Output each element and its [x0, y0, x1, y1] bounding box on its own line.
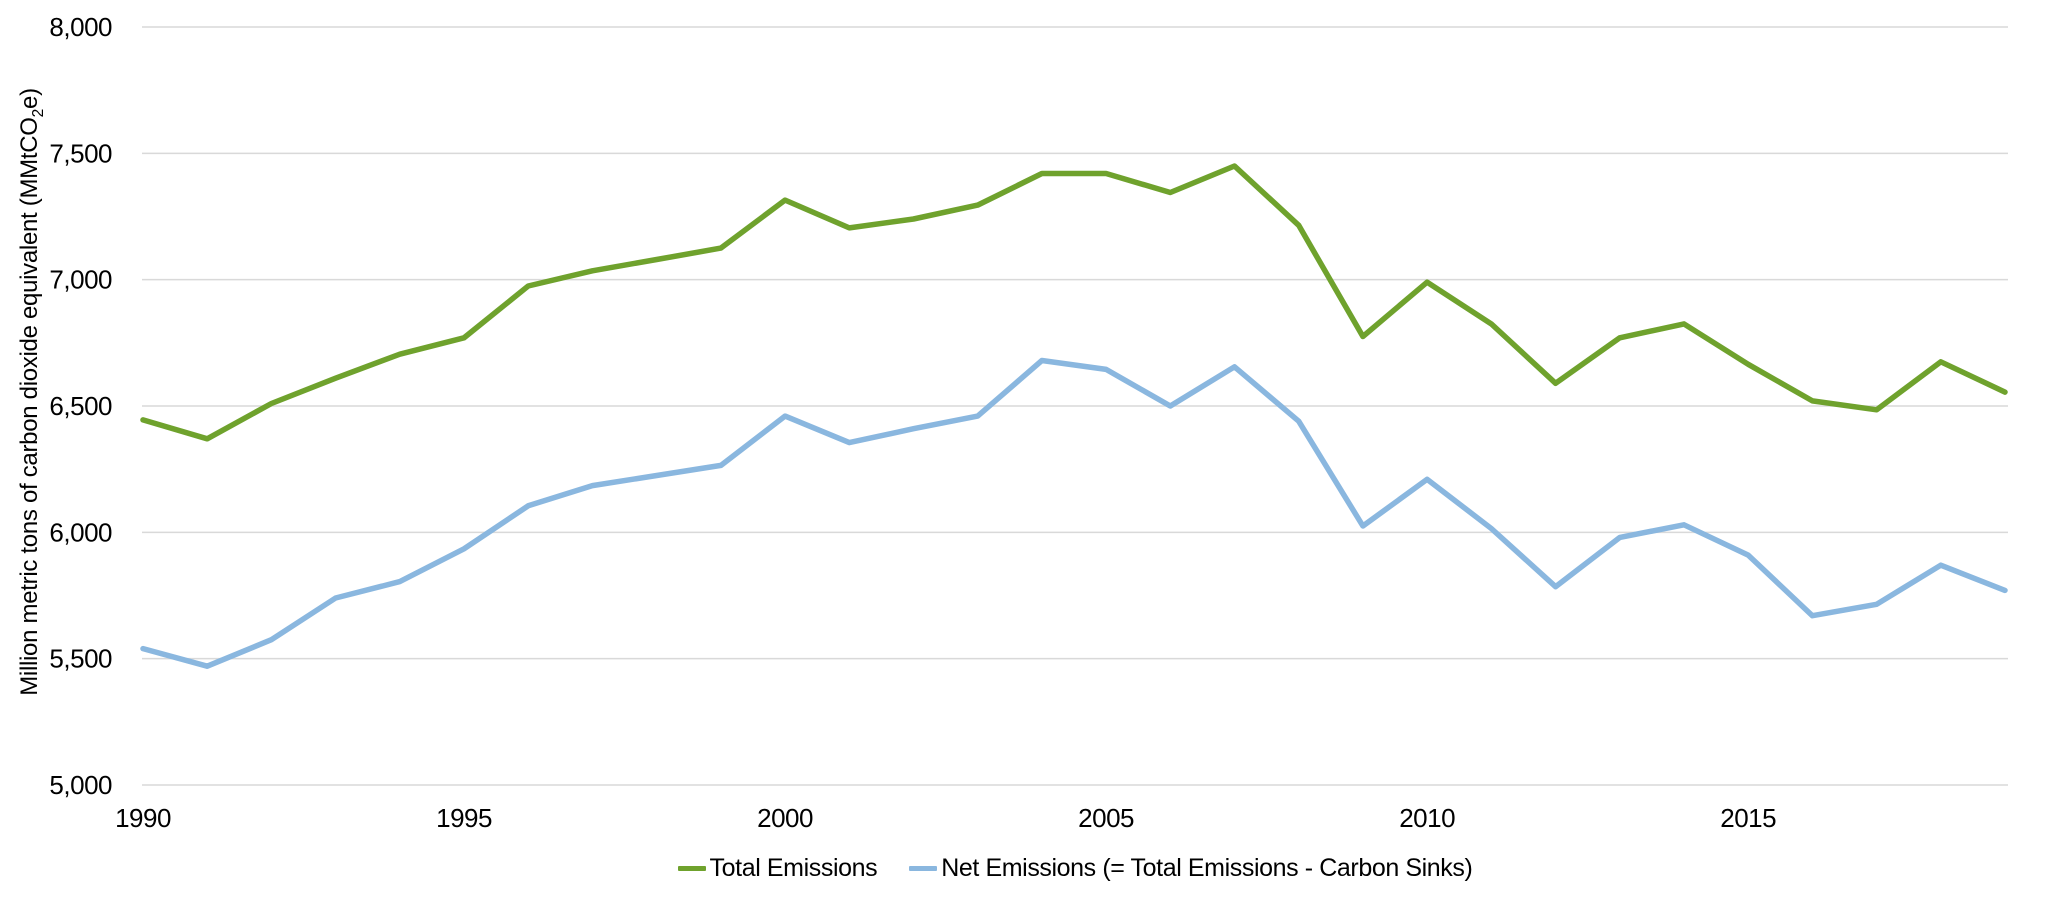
net-emissions-line-swatch [909, 865, 938, 871]
y-tick-label: 6,500 [49, 391, 112, 421]
total-emissions-line-swatch [677, 865, 706, 871]
y-axis-title: Million metric tons of carbon dioxide eq… [16, 32, 50, 752]
x-tick-label: 2005 [1078, 803, 1134, 833]
legend-item-net-emissions: Net Emissions (= Total Emissions - Carbo… [909, 853, 1473, 883]
legend-item-total-emissions: Total Emissions [677, 853, 878, 883]
y-axis-title-subscript: 2 [29, 108, 47, 118]
x-tick-label: 1995 [436, 803, 492, 833]
legend: Total Emissions Net Emissions (= Total E… [142, 852, 2008, 884]
legend-label-net-emissions: Net Emissions (= Total Emissions - Carbo… [941, 853, 1473, 882]
legend-label-total-emissions: Total Emissions [709, 853, 878, 882]
y-tick-label: 5,000 [49, 770, 112, 800]
net-emissions-line [140, 357, 2008, 669]
y-axis-title-text-end: e) [16, 88, 43, 109]
x-tick-label: 2010 [1399, 803, 1455, 833]
y-tick-label: 5,500 [49, 644, 112, 674]
y-tick-label: 6,000 [49, 517, 112, 547]
y-axis-title-text: Million metric tons of carbon dioxide eq… [16, 117, 43, 696]
y-tick-label: 7,000 [49, 265, 112, 295]
total-emissions-line [140, 163, 2008, 442]
y-tick-label: 7,500 [49, 138, 112, 168]
x-tick-label: 1990 [115, 803, 171, 833]
x-tick-label: 2000 [757, 803, 813, 833]
x-tick-label: 2015 [1720, 803, 1776, 833]
y-tick-label: 8,000 [49, 12, 112, 42]
